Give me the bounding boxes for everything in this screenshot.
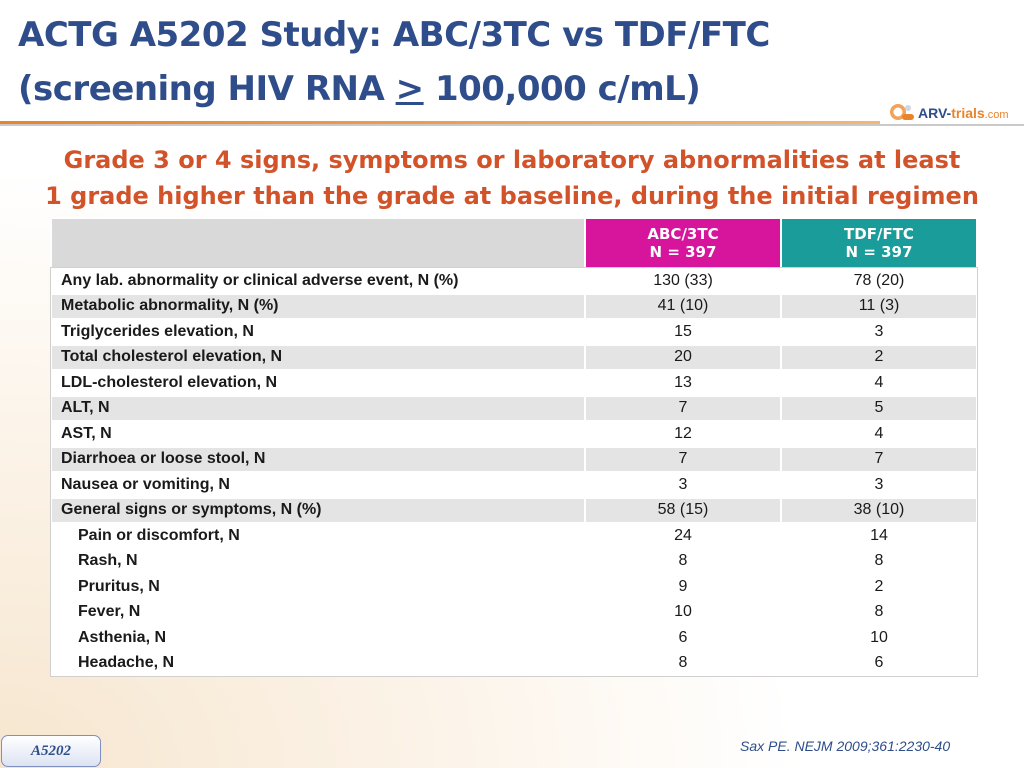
abc-value: 9 xyxy=(584,573,782,601)
row-label: Rash, N xyxy=(50,547,586,575)
tdf-value: 2 xyxy=(780,343,978,371)
title-line-2-suffix: 100,000 c/mL) xyxy=(423,69,701,109)
abc-value: 15 xyxy=(584,318,782,346)
header-rule-grey xyxy=(0,124,1024,126)
row-label: Metabolic abnormality, N (%) xyxy=(50,292,586,320)
table-row: Total cholesterol elevation, N 20 2 xyxy=(50,343,978,371)
row-label: Triglycerides elevation, N xyxy=(50,318,586,346)
logo-text-arv: ARV- xyxy=(918,105,952,121)
logo-mark-icon xyxy=(890,104,914,120)
row-label: Pain or discomfort, N xyxy=(50,522,586,550)
abc-value: 13 xyxy=(584,369,782,397)
table-header-row: ABC/3TC N = 397 TDF/FTC N = 397 xyxy=(50,217,978,269)
header-blank-cell xyxy=(50,217,586,269)
abc-value: 24 xyxy=(584,522,782,550)
study-badge[interactable]: A5202 xyxy=(1,735,101,767)
tdf-value: 2 xyxy=(780,573,978,601)
row-label: Total cholesterol elevation, N xyxy=(50,343,586,371)
abc-value: 41 (10) xyxy=(584,292,782,320)
header-tdf-ftc: TDF/FTC N = 397 xyxy=(780,217,978,269)
header-abc-n: N = 397 xyxy=(649,243,717,261)
title-gte-symbol: > xyxy=(395,69,425,109)
tdf-value: 10 xyxy=(780,624,978,652)
tdf-value: 6 xyxy=(780,649,978,677)
row-label: LDL-cholesterol elevation, N xyxy=(50,369,586,397)
tdf-value: 38 (10) xyxy=(780,496,978,524)
header-tdf-n: N = 397 xyxy=(845,243,913,261)
abc-value: 3 xyxy=(584,471,782,499)
citation: Sax PE. NEJM 2009;361:2230-40 xyxy=(740,738,951,754)
logo-text-trials: trials xyxy=(951,105,985,121)
tdf-value: 7 xyxy=(780,445,978,473)
row-label: Any lab. abnormality or clinical adverse… xyxy=(50,267,586,295)
table-row: Triglycerides elevation, N 15 3 xyxy=(50,318,978,346)
row-label: Nausea or vomiting, N xyxy=(50,471,586,499)
adverse-events-table: ABC/3TC N = 397 TDF/FTC N = 397 Any lab.… xyxy=(50,217,978,677)
tdf-value: 5 xyxy=(780,394,978,422)
table-row: Asthenia, N 6 10 xyxy=(50,624,978,652)
header-rule-orange xyxy=(0,121,880,124)
abc-value: 7 xyxy=(584,445,782,473)
row-label: Pruritus, N xyxy=(50,573,586,601)
table-row: Metabolic abnormality, N (%) 41 (10) 11 (3… xyxy=(50,292,978,320)
subtitle-line-2: 1 grade higher than the grade at baselin… xyxy=(45,182,979,210)
subtitle-line-1: Grade 3 or 4 signs, symptoms or laborato… xyxy=(63,146,961,174)
tdf-value: 11 (3) xyxy=(780,292,978,320)
slide-subtitle: Grade 3 or 4 signs, symptoms or laborato… xyxy=(0,142,1024,214)
header-abc-name: ABC/3TC xyxy=(647,225,719,243)
table-row: General signs or symptoms, N (%) 58 (15) 3… xyxy=(50,496,978,524)
tdf-value: 78 (20) xyxy=(780,267,978,295)
abc-value: 6 xyxy=(584,624,782,652)
abc-value: 20 xyxy=(584,343,782,371)
abc-value: 7 xyxy=(584,394,782,422)
abc-value: 12 xyxy=(584,420,782,448)
table-row: AST, N 12 4 xyxy=(50,420,978,448)
row-label: Asthenia, N xyxy=(50,624,586,652)
tdf-value: 8 xyxy=(780,547,978,575)
table-row: Fever, N 10 8 xyxy=(50,598,978,626)
logo-text: ARV-trials.com xyxy=(918,105,1009,121)
row-label: ALT, N xyxy=(50,394,586,422)
row-label: Headache, N xyxy=(50,649,586,677)
abc-value: 58 (15) xyxy=(584,496,782,524)
table-row: Any lab. abnormality or clinical adverse… xyxy=(50,267,978,295)
abc-value: 8 xyxy=(584,649,782,677)
tdf-value: 14 xyxy=(780,522,978,550)
tdf-value: 3 xyxy=(780,318,978,346)
tdf-value: 4 xyxy=(780,420,978,448)
header-tdf-name: TDF/FTC xyxy=(844,225,914,243)
abc-value: 10 xyxy=(584,598,782,626)
tdf-value: 3 xyxy=(780,471,978,499)
arv-trials-logo: ARV-trials.com xyxy=(888,100,1018,126)
logo-text-dotcom: .com xyxy=(984,109,1009,121)
abc-value: 8 xyxy=(584,547,782,575)
tdf-value: 4 xyxy=(780,369,978,397)
table-row: LDL-cholesterol elevation, N 13 4 xyxy=(50,369,978,397)
title-line-2-prefix: (screening HIV RNA xyxy=(18,69,396,109)
page-title: ACTG A5202 Study: ABC/3TC vs TDF/FTC (sc… xyxy=(18,8,878,116)
table-row: Pain or discomfort, N 24 14 xyxy=(50,522,978,550)
row-label: General signs or symptoms, N (%) xyxy=(50,496,586,524)
tdf-value: 8 xyxy=(780,598,978,626)
header-abc-3tc: ABC/3TC N = 397 xyxy=(584,217,782,269)
title-line-2: (screening HIV RNA > 100,000 c/mL) xyxy=(18,62,878,116)
title-line-1: ACTG A5202 Study: ABC/3TC vs TDF/FTC xyxy=(18,15,770,55)
row-label: Diarrhoea or loose stool, N xyxy=(50,445,586,473)
abc-value: 130 (33) xyxy=(584,267,782,295)
row-label: Fever, N xyxy=(50,598,586,626)
row-label: AST, N xyxy=(50,420,586,448)
